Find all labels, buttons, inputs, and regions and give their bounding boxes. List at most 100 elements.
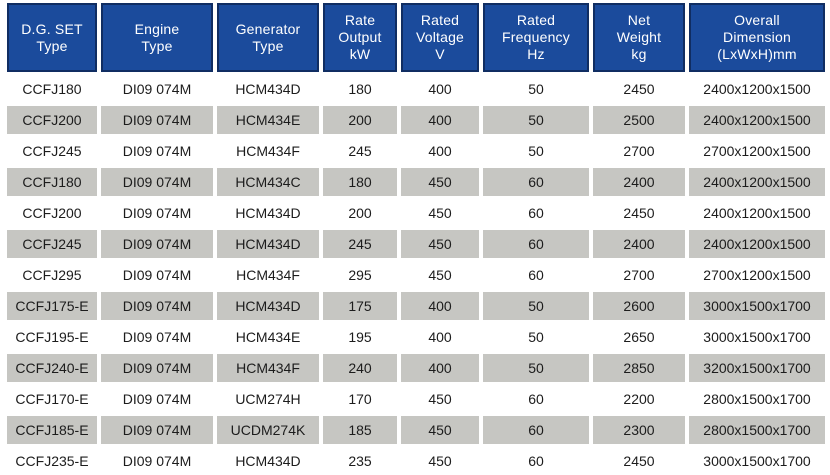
table-cell: 50 <box>483 323 589 351</box>
table-cell: 450 <box>401 447 479 475</box>
table-cell: DI09 074M <box>101 199 213 227</box>
table-cell: CCFJ235-E <box>7 447 97 475</box>
table-cell: 200 <box>323 106 397 134</box>
table-cell: DI09 074M <box>101 106 213 134</box>
table-cell: HCM434D <box>217 292 319 320</box>
table-cell: 2700x1200x1500 <box>689 261 825 289</box>
table-row: CCFJ195-E DI09 074M HCM434E 195 400 50 2650 300… <box>7 323 825 351</box>
table-cell: 2400 <box>593 168 685 196</box>
table-cell: DI09 074M <box>101 230 213 258</box>
table-cell: CCFJ240-E <box>7 354 97 382</box>
table-cell: CCFJ295 <box>7 261 97 289</box>
table-cell: 60 <box>483 230 589 258</box>
table-cell: 2300 <box>593 416 685 444</box>
table-cell: 400 <box>401 354 479 382</box>
table-row: CCFJ185-E DI09 074M UCDM274K 185 450 60 2300 28… <box>7 416 825 444</box>
table-cell: 50 <box>483 292 589 320</box>
table-cell: UCDM274K <box>217 416 319 444</box>
table-cell: HCM434D <box>217 199 319 227</box>
col-header-rated-frequency: Rated Frequency Hz <box>483 3 589 72</box>
table-cell: DI09 074M <box>101 354 213 382</box>
table-cell: 400 <box>401 106 479 134</box>
table-cell: 180 <box>323 168 397 196</box>
table-row: CCFJ245 DI09 074M HCM434F 245 400 50 2700 2700x… <box>7 137 825 165</box>
table-cell: 2400x1200x1500 <box>689 168 825 196</box>
table-cell: CCFJ195-E <box>7 323 97 351</box>
table-cell: DI09 074M <box>101 75 213 103</box>
table-cell: UCM274H <box>217 385 319 413</box>
table-cell: 400 <box>401 323 479 351</box>
table-cell: 2700 <box>593 137 685 165</box>
table-cell: DI09 074M <box>101 416 213 444</box>
table-cell: 2700x1200x1500 <box>689 137 825 165</box>
table-cell: 235 <box>323 447 397 475</box>
table-cell: 60 <box>483 447 589 475</box>
table-cell: 2800x1500x1700 <box>689 385 825 413</box>
table-cell: DI09 074M <box>101 137 213 165</box>
table-cell: 400 <box>401 75 479 103</box>
table-cell: 450 <box>401 199 479 227</box>
table-cell: DI09 074M <box>101 385 213 413</box>
table-row: CCFJ235-E DI09 074M HCM434D 235 450 60 2450 300… <box>7 447 825 475</box>
table-cell: 50 <box>483 137 589 165</box>
table-cell: 240 <box>323 354 397 382</box>
table-row: CCFJ245 DI09 074M HCM434D 245 450 60 2400 2400x… <box>7 230 825 258</box>
table-cell: 450 <box>401 230 479 258</box>
table-cell: 2500 <box>593 106 685 134</box>
table-header-row: D.G. SET Type Engine Type Generator Type… <box>7 3 825 72</box>
table-cell: DI09 074M <box>101 261 213 289</box>
table-cell: 50 <box>483 75 589 103</box>
table-cell: 50 <box>483 106 589 134</box>
table-cell: 2400x1200x1500 <box>689 106 825 134</box>
col-header-rated-voltage: Rated Voltage V <box>401 3 479 72</box>
table-cell: 185 <box>323 416 397 444</box>
table-cell: CCFJ180 <box>7 75 97 103</box>
table-row: CCFJ170-E DI09 074M UCM274H 170 450 60 2200 280… <box>7 385 825 413</box>
table-cell: 400 <box>401 137 479 165</box>
table-cell: 245 <box>323 137 397 165</box>
table-cell: 2850 <box>593 354 685 382</box>
table-cell: 3000x1500x1700 <box>689 292 825 320</box>
table-cell: 3000x1500x1700 <box>689 323 825 351</box>
table-cell: 2450 <box>593 447 685 475</box>
table-cell: CCFJ185-E <box>7 416 97 444</box>
table-cell: 60 <box>483 168 589 196</box>
dg-set-spec-table: D.G. SET Type Engine Type Generator Type… <box>3 0 829 475</box>
table-cell: CCFJ245 <box>7 230 97 258</box>
table-cell: 200 <box>323 199 397 227</box>
table-cell: 450 <box>401 168 479 196</box>
table-cell: 170 <box>323 385 397 413</box>
table-cell: 400 <box>401 292 479 320</box>
table-cell: 2650 <box>593 323 685 351</box>
table-row: CCFJ295 DI09 074M HCM434F 295 450 60 2700 2700x… <box>7 261 825 289</box>
table-row: CCFJ200 DI09 074M HCM434D 200 450 60 2450 2400x… <box>7 199 825 227</box>
table-cell: DI09 074M <box>101 447 213 475</box>
table-cell: DI09 074M <box>101 323 213 351</box>
table-cell: 450 <box>401 261 479 289</box>
table-cell: CCFJ180 <box>7 168 97 196</box>
table-cell: 3000x1500x1700 <box>689 447 825 475</box>
table-cell: 60 <box>483 416 589 444</box>
table-cell: 3200x1500x1700 <box>689 354 825 382</box>
table-cell: 450 <box>401 416 479 444</box>
col-header-net-weight: Net Weight kg <box>593 3 685 72</box>
table-cell: 180 <box>323 75 397 103</box>
table-cell: DI09 074M <box>101 168 213 196</box>
table-cell: 2400 <box>593 230 685 258</box>
table-cell: 450 <box>401 385 479 413</box>
table-cell: 2400x1200x1500 <box>689 75 825 103</box>
col-header-generator-type: Generator Type <box>217 3 319 72</box>
table-cell: 60 <box>483 199 589 227</box>
table-cell: 175 <box>323 292 397 320</box>
table-body: CCFJ180 DI09 074M HCM434D 180 400 50 2450 2400x… <box>7 75 825 475</box>
table-row: CCFJ180 DI09 074M HCM434C 180 450 60 2400 2400x… <box>7 168 825 196</box>
table-cell: 2450 <box>593 75 685 103</box>
table-row: CCFJ240-E DI09 074M HCM434F 240 400 50 2850 320… <box>7 354 825 382</box>
table-cell: CCFJ200 <box>7 199 97 227</box>
table-cell: HCM434D <box>217 75 319 103</box>
table-cell: HCM434D <box>217 447 319 475</box>
table-cell: 295 <box>323 261 397 289</box>
table-cell: 195 <box>323 323 397 351</box>
col-header-dg-set-type: D.G. SET Type <box>7 3 97 72</box>
